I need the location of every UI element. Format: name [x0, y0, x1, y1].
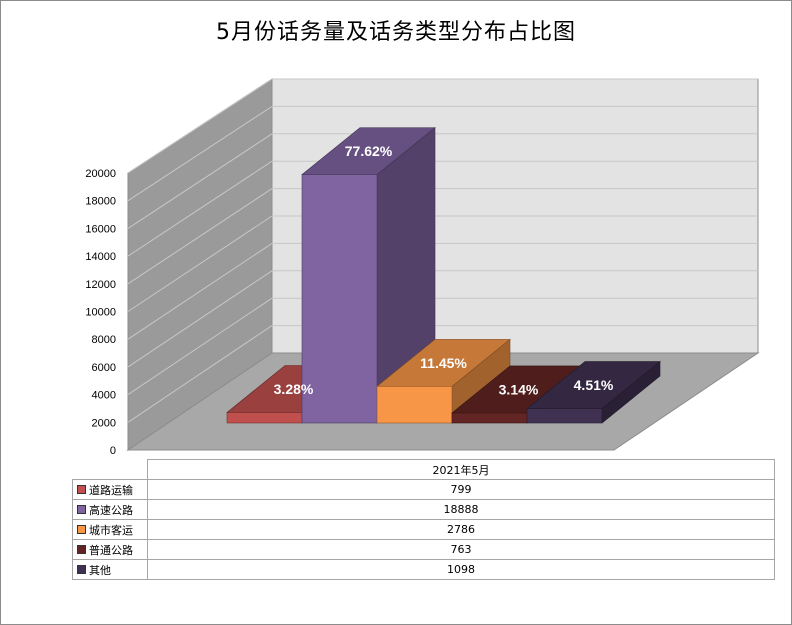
table-row: 道路运输 799	[72, 479, 775, 500]
legend-entry: 其他	[72, 559, 148, 580]
y-tick-label: 14000	[85, 251, 116, 263]
gridline-side	[127, 325, 273, 423]
table-cell: 2786	[147, 519, 775, 540]
bar-4	[526, 360, 661, 424]
y-tick-label: 0	[110, 445, 116, 457]
data-label: 11.45%	[420, 355, 467, 371]
table-row: 高速公路 18888	[72, 499, 775, 520]
data-label: 77.62%	[345, 143, 393, 159]
legend-swatch	[77, 545, 86, 554]
legend-label: 其他	[89, 563, 111, 577]
y-tick-label: 10000	[85, 307, 116, 319]
legend-entry: 普通公路	[72, 539, 148, 560]
table-row: 城市客运 2786	[72, 519, 775, 540]
data-label: 3.28%	[274, 381, 314, 397]
table-header-row: 2021年5月	[73, 459, 775, 480]
table-row: 普通公路 763	[72, 539, 775, 560]
y-tick-label: 12000	[85, 279, 116, 291]
bar-1	[301, 126, 436, 424]
gridline-side	[127, 297, 273, 396]
gridline-side	[127, 78, 273, 174]
bar-front	[376, 386, 453, 424]
bar-front	[526, 408, 603, 424]
gridline-side	[127, 105, 273, 202]
legend-swatch	[77, 525, 86, 534]
table-cell: 763	[147, 539, 775, 560]
data-table: 2021年5月 道路运输 799 高速公路 18888 城市客运 2786 普通…	[72, 459, 775, 580]
table-cell: 1098	[147, 559, 775, 580]
legend-label: 高速公路	[89, 503, 133, 517]
gridline-side	[127, 160, 273, 257]
legend-label: 道路运输	[89, 483, 133, 497]
y-tick-label: 8000	[92, 334, 116, 346]
table-corner	[73, 460, 148, 480]
bar-front	[451, 412, 528, 424]
table-cell: 18888	[147, 499, 775, 520]
legend-swatch	[77, 505, 86, 514]
legend-label: 城市客运	[89, 523, 133, 537]
bar-front	[226, 412, 303, 424]
gridline-side	[127, 270, 273, 368]
legend-entry: 城市客运	[72, 519, 148, 540]
gridline-side	[127, 242, 273, 340]
data-label: 4.51%	[574, 377, 614, 393]
gridline-side	[127, 133, 273, 229]
data-labels: 3.28% 77.62% 11.45% 3.14% 4.51%	[274, 143, 614, 397]
y-tick-label: 20000	[85, 168, 116, 180]
y-tick-label: 6000	[92, 362, 116, 374]
y-tick-label: 18000	[85, 196, 116, 208]
legend-swatch	[77, 485, 86, 494]
y-tick-label: 16000	[85, 223, 116, 235]
legend-entry: 高速公路	[72, 499, 148, 520]
y-tick-label: 4000	[92, 390, 116, 402]
y-tick-label: 2000	[92, 417, 116, 429]
bar-front	[301, 174, 378, 424]
gridline-side	[127, 188, 273, 285]
table-cell: 799	[147, 479, 775, 500]
table-header: 2021年5月	[147, 459, 775, 480]
data-label: 3.14%	[499, 381, 539, 397]
legend-label: 普通公路	[89, 543, 133, 557]
legend-swatch	[77, 565, 86, 574]
table-row: 其他 1098	[72, 559, 775, 580]
bars	[226, 126, 661, 424]
y-axis-ticks: 0 2000 4000 6000 8000 10000 12000 14000 16000 180…	[85, 168, 116, 457]
chart-title: 5月份话务量及话务类型分布占比图	[216, 20, 576, 45]
gridline-side	[127, 215, 273, 312]
legend-entry: 道路运输	[72, 479, 148, 500]
